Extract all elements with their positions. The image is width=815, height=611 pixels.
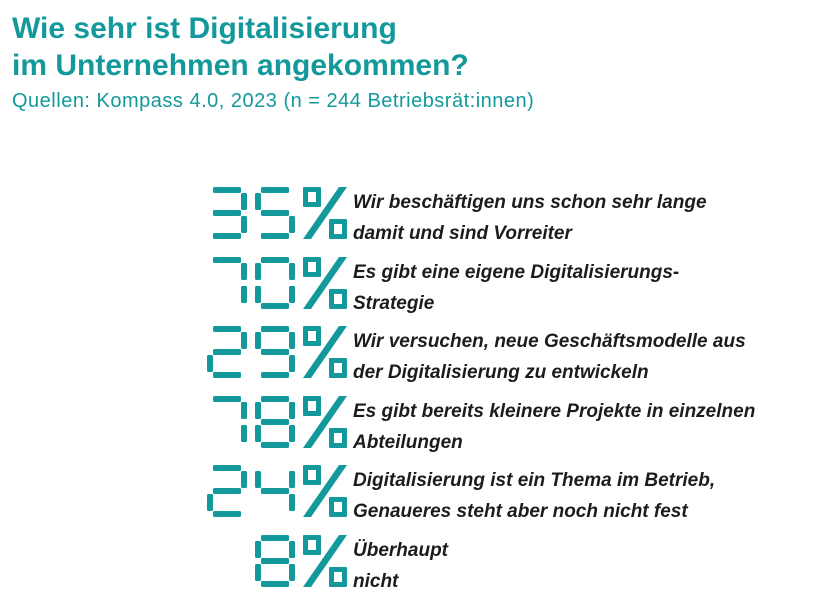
- stat-label-line: Wir versuchen, neue Geschäftsmodelle aus: [353, 331, 746, 352]
- digit-9: [255, 326, 295, 378]
- stat-label-line: Abteilungen: [353, 431, 463, 453]
- stat-label-line: Es gibt bereits kleinere Projekte in ein…: [353, 400, 756, 422]
- digit-4: [255, 471, 295, 511]
- stat-value: [195, 322, 347, 384]
- stat-row: Es gibt eine eigene Digitalisierungs- Str…: [0, 253, 815, 315]
- digit-2: [207, 465, 247, 517]
- title-line-1: Wie sehr ist Digitalisierung: [12, 12, 397, 45]
- digit-3: [213, 187, 247, 239]
- seven-segment-display: [207, 326, 347, 378]
- stat-value: [195, 183, 347, 245]
- stat-label-line: Digitalisierung ist ein Thema im Betrieb…: [353, 470, 716, 491]
- seven-segment-display: [213, 395, 347, 448]
- percent-sign-icon: [303, 187, 347, 239]
- stat-label-line: Überhaupt: [353, 539, 448, 561]
- stat-label-line: der Digitalisierung zu entwickeln: [353, 362, 649, 383]
- stat-value: [195, 253, 347, 315]
- stat-value: [195, 531, 347, 593]
- seven-segment-display: [207, 465, 347, 517]
- seven-segment-display: [213, 187, 347, 239]
- chart-subtitle: Quellen: Kompass 4.0, 2023 (n = 244 Betr…: [12, 90, 535, 112]
- stat-row: Wir beschäftigen uns schon sehr lange dam…: [0, 183, 815, 245]
- percent-sign-icon: [303, 256, 347, 309]
- title-line-2: im Unternehmen angekommen?: [12, 49, 469, 82]
- stat-label: Überhaupt nicht: [353, 535, 808, 597]
- stat-row: Überhaupt nicht: [0, 531, 815, 593]
- digit-7: [213, 395, 247, 442]
- stat-label-line: Wir beschäftigen uns schon sehr lange: [353, 192, 707, 213]
- stat-value: [195, 392, 347, 454]
- stat-label: Es gibt bereits kleinere Projekte in ein…: [353, 396, 808, 458]
- stat-label-line: nicht: [353, 570, 399, 592]
- chart-title: Wie sehr ist Digitalisierung im Unterneh…: [12, 10, 469, 84]
- seven-segment-display: [213, 256, 347, 309]
- percent-sign-icon: [303, 534, 347, 587]
- stat-label: Digitalisierung ist ein Thema im Betrieb…: [353, 465, 808, 527]
- digit-2: [207, 326, 247, 378]
- stat-label: Es gibt eine eigene Digitalisierungs- Str…: [353, 257, 808, 319]
- stat-label-line: Genaueres steht aber noch nicht fest: [353, 501, 688, 522]
- stat-label: Wir versuchen, neue Geschäftsmodelle aus…: [353, 326, 808, 388]
- stat-value: [195, 461, 347, 523]
- stat-row: Wir versuchen, neue Geschäftsmodelle aus…: [0, 322, 815, 384]
- percent-sign-icon: [303, 465, 347, 517]
- digit-7: [213, 256, 247, 303]
- digit-5: [255, 187, 295, 239]
- seven-segment-display: [255, 534, 347, 587]
- stat-label-line: Es gibt eine eigene Digitalisierungs-: [353, 261, 680, 283]
- percent-sign-icon: [303, 326, 347, 378]
- digit-8: [255, 534, 295, 587]
- stat-row: Digitalisierung ist ein Thema im Betrieb…: [0, 461, 815, 523]
- stat-label: Wir beschäftigen uns schon sehr lange dam…: [353, 187, 808, 249]
- stat-label-line: Strategie: [353, 292, 435, 314]
- stat-row: Es gibt bereits kleinere Projekte in ein…: [0, 392, 815, 454]
- digit-0: [255, 256, 295, 309]
- digit-8: [255, 395, 295, 448]
- percent-sign-icon: [303, 395, 347, 448]
- stat-label-line: damit und sind Vorreiter: [353, 223, 572, 244]
